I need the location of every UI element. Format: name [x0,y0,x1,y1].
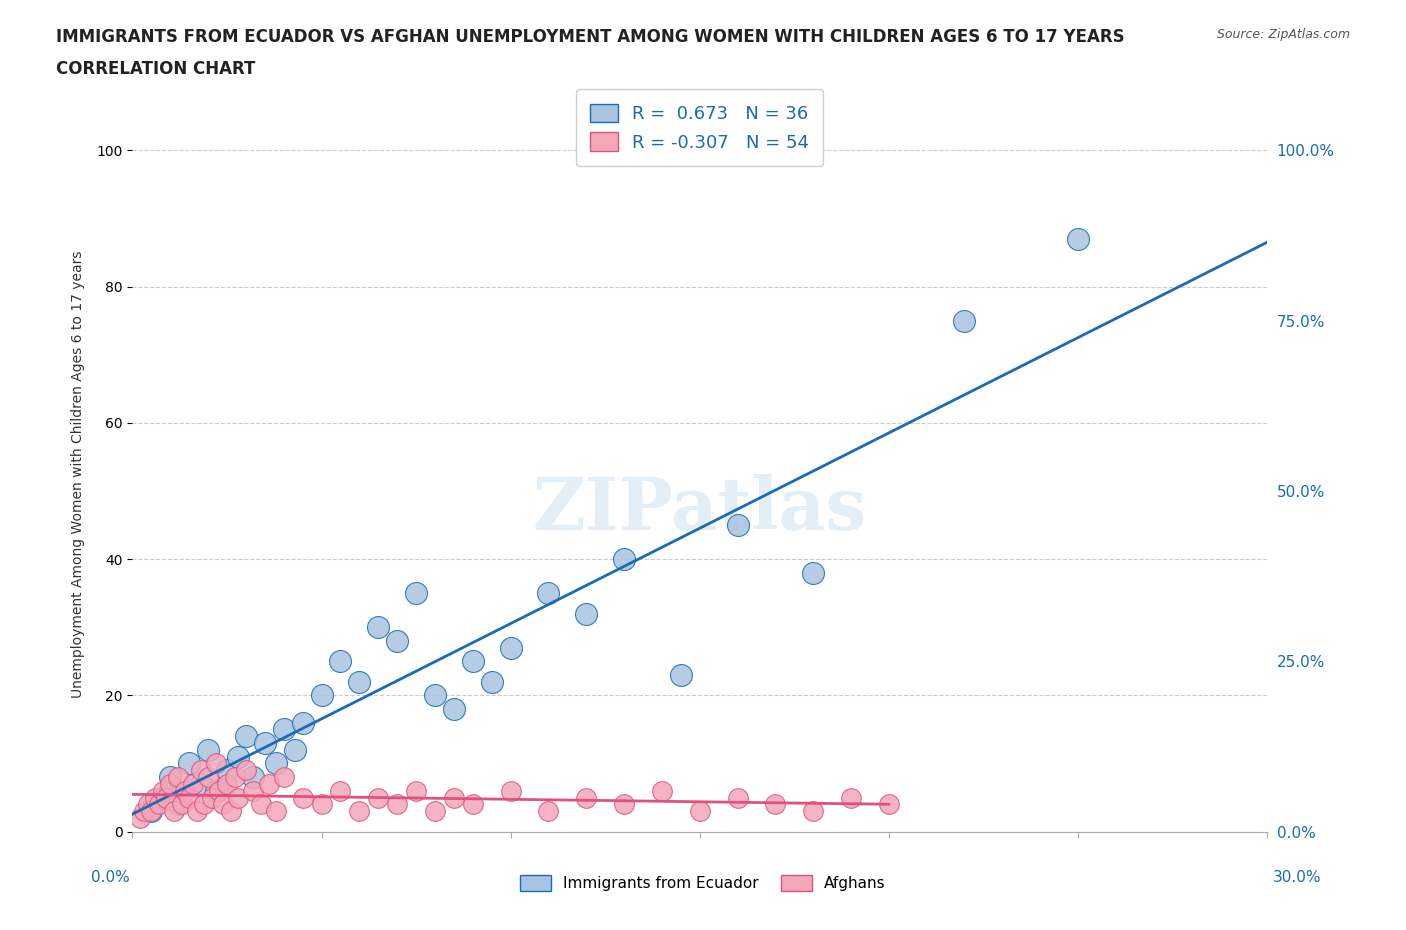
Point [181,777,204,791]
Point [141,804,163,818]
Point [311,688,333,703]
Legend: R =  0.673   N = 36, R = -0.307   N = 54: R = 0.673 N = 36, R = -0.307 N = 54 [576,89,824,166]
Point [224,770,246,785]
Text: 0.0%: 0.0% [91,870,131,884]
Point [311,797,333,812]
Point [349,674,371,689]
Point [174,783,197,798]
Text: CORRELATION CHART: CORRELATION CHART [56,60,256,78]
Point [613,797,636,812]
Point [423,804,446,818]
Point [212,797,235,812]
Point [727,790,749,805]
Point [242,770,264,785]
Point [204,756,226,771]
Point [152,790,174,805]
Point [197,742,219,757]
Point [215,777,238,791]
Point [152,783,174,798]
Point [953,313,976,328]
Point [689,804,711,818]
Point [801,565,824,580]
Point [651,783,673,798]
Point [166,770,188,785]
Point [669,668,692,683]
Point [159,777,181,791]
Point [166,797,188,812]
Point [273,722,295,737]
Point [801,804,824,818]
Point [219,804,242,818]
Point [235,763,257,777]
Point [461,654,484,669]
Point [575,606,598,621]
Point [136,797,159,812]
Point [329,783,352,798]
Point [367,790,389,805]
Text: ZIPatlas: ZIPatlas [533,474,868,545]
Point [499,783,522,798]
Point [228,790,250,805]
Point [193,797,215,812]
Point [537,586,560,601]
Point [329,654,352,669]
Point [499,640,522,655]
Point [201,790,224,805]
Point [186,804,208,818]
Point [763,797,786,812]
Point [228,750,250,764]
Point [461,797,484,812]
Point [190,777,212,791]
Point [208,783,231,798]
Point [257,777,280,791]
Point [273,770,295,785]
Point [132,804,155,818]
Point [349,804,371,818]
Point [148,797,170,812]
Point [143,790,166,805]
Point [727,518,749,533]
Point [204,783,226,798]
Point [253,736,276,751]
Text: IMMIGRANTS FROM ECUADOR VS AFGHAN UNEMPLOYMENT AMONG WOMEN WITH CHILDREN AGES 6 : IMMIGRANTS FROM ECUADOR VS AFGHAN UNEMPL… [56,28,1125,46]
Point [481,674,503,689]
Point [179,756,201,771]
Point [235,729,257,744]
Point [129,811,152,826]
Point [405,783,427,798]
Point [423,688,446,703]
Point [284,742,307,757]
Point [443,790,465,805]
Y-axis label: Unemployment Among Women with Children Ages 6 to 17 years: Unemployment Among Women with Children A… [72,250,86,698]
Point [443,701,465,716]
Point [159,770,181,785]
Point [575,790,598,805]
Point [537,804,560,818]
Point [613,551,636,566]
Point [385,633,408,648]
Point [197,770,219,785]
Point [264,804,287,818]
Point [877,797,900,812]
Point [839,790,862,805]
Text: 30.0%: 30.0% [1274,870,1322,884]
Point [242,783,264,798]
Point [385,797,408,812]
Point [163,804,186,818]
Point [215,763,238,777]
Point [1067,232,1090,246]
Point [405,586,427,601]
Point [179,790,201,805]
Point [141,804,163,818]
Point [155,790,177,805]
Point [264,756,287,771]
Point [190,763,212,777]
Point [170,797,193,812]
Point [291,715,314,730]
Point [367,619,389,634]
Legend: Immigrants from Ecuador, Afghans: Immigrants from Ecuador, Afghans [513,868,893,899]
Text: Source: ZipAtlas.com: Source: ZipAtlas.com [1216,28,1350,41]
Point [291,790,314,805]
Point [250,797,273,812]
